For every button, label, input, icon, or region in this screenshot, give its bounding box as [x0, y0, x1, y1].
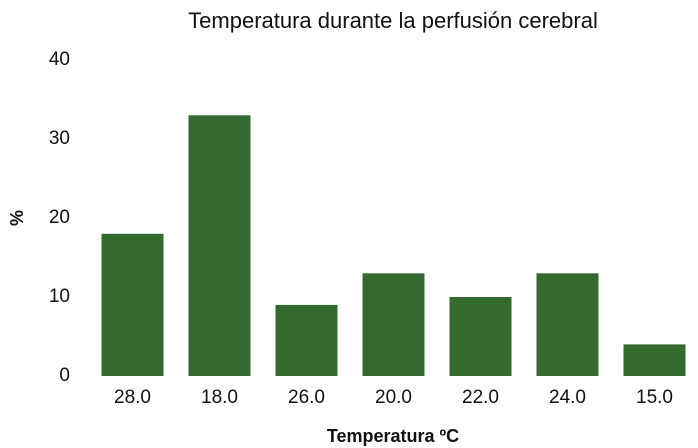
bar	[188, 115, 251, 377]
y-tick-label: 0	[59, 365, 70, 386]
chart-title: Temperatura durante la perfusión cerebra…	[188, 8, 598, 33]
x-axis-title: Temperatura ºC	[327, 426, 459, 446]
x-tick-label: 20.0	[375, 387, 412, 408]
bar	[362, 273, 425, 376]
bar	[275, 304, 338, 376]
x-tick-label: 26.0	[288, 387, 325, 408]
x-tick-label: 22.0	[462, 387, 499, 408]
x-tick-label: 18.0	[201, 387, 238, 408]
x-tick-label: 24.0	[549, 387, 586, 408]
x-tick-label: 28.0	[114, 387, 151, 408]
bar	[536, 273, 599, 376]
bar	[101, 233, 164, 376]
bar	[449, 297, 512, 376]
y-axis-title: %	[7, 210, 27, 226]
bar	[623, 344, 686, 376]
y-tick-label: 10	[49, 286, 70, 307]
y-tick-label: 40	[49, 49, 70, 70]
y-tick-label: 30	[49, 128, 70, 149]
x-tick-label: 15.0	[636, 387, 673, 408]
y-tick-label: 20	[49, 207, 70, 228]
